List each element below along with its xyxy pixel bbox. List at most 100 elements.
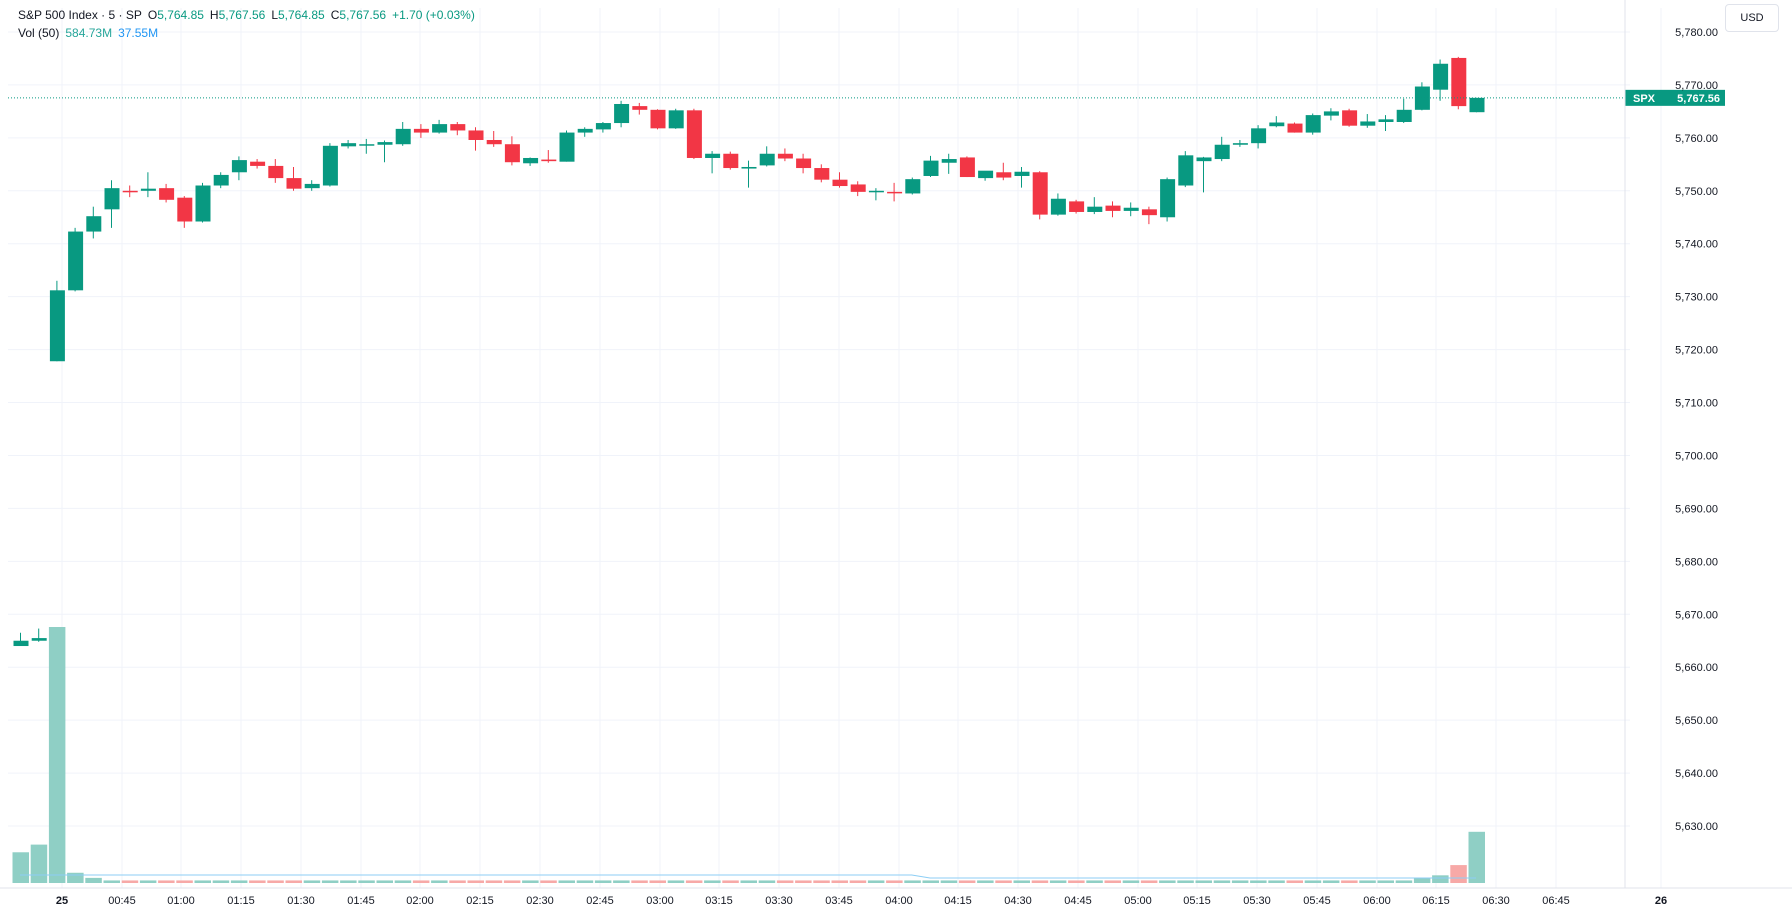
candle <box>668 108 684 129</box>
candle <box>68 227 84 292</box>
candle <box>1360 114 1376 128</box>
price-tick-label: 5,720.00 <box>1675 345 1718 357</box>
volume-bar <box>1195 880 1212 883</box>
candle-body <box>450 124 466 131</box>
volume-bar <box>176 880 193 883</box>
candle <box>49 280 65 362</box>
price-tick-label: 5,730.00 <box>1675 292 1718 304</box>
open-value: 5,764.85 <box>157 8 204 22</box>
candle-body <box>905 179 921 194</box>
volume-bar <box>267 880 284 883</box>
candle-body <box>1123 207 1139 211</box>
time-tick-label: 02:15 <box>466 895 494 907</box>
candle <box>1232 139 1248 147</box>
candle-body <box>923 160 939 176</box>
volume-bar <box>358 880 375 883</box>
candle-body <box>541 159 557 162</box>
change-value: +1.70 (+0.03%) <box>392 8 475 22</box>
candle <box>1269 116 1285 128</box>
high-label: H <box>209 8 219 22</box>
close-value: 5,767.56 <box>339 8 387 22</box>
candles <box>13 56 1485 647</box>
candle <box>450 121 466 136</box>
currency-button[interactable]: USD <box>1725 4 1779 32</box>
volume-bar <box>613 880 630 883</box>
volume-bar <box>1086 880 1103 883</box>
price-tick-label: 5,740.00 <box>1675 239 1718 251</box>
volume-bar <box>1395 880 1413 883</box>
candle <box>268 159 284 183</box>
volume-bar <box>867 880 885 883</box>
candle-body <box>13 640 29 647</box>
volume-bar <box>139 880 157 883</box>
candle <box>1069 199 1085 214</box>
volume-bar <box>904 880 921 883</box>
volume-bar <box>121 880 139 883</box>
candle <box>195 182 211 223</box>
volume-bar <box>1159 880 1176 883</box>
candle <box>650 109 666 130</box>
candle <box>1087 197 1103 215</box>
volume-bar <box>1231 880 1249 883</box>
volume-bar <box>1468 831 1485 883</box>
volume-bar <box>1213 880 1231 883</box>
price-tick-label: 5,660.00 <box>1675 662 1718 674</box>
price-tick-label: 5,670.00 <box>1675 609 1718 621</box>
candle-body <box>650 109 666 129</box>
candle-body <box>686 110 702 158</box>
volume-bar <box>503 880 521 883</box>
time-tick-label: 05:15 <box>1183 895 1211 907</box>
volume-bar <box>1268 880 1285 883</box>
candle-body <box>322 145 338 186</box>
candle-body <box>1342 110 1358 126</box>
candle <box>595 121 611 133</box>
volume-bar <box>813 880 830 883</box>
candle <box>814 164 830 183</box>
candle-body <box>559 132 575 162</box>
candle <box>1451 56 1467 110</box>
volume-bar <box>321 880 339 883</box>
volume-bar <box>303 880 321 883</box>
volume-bar <box>977 880 994 883</box>
symbol-label[interactable]: S&P 500 Index · 5 · SP <box>18 8 142 22</box>
candle-body <box>1287 123 1303 133</box>
volume-label[interactable]: Vol (50) <box>18 26 60 40</box>
time-axis: 25 00:45 01:00 01:15 01:30 01:45 02:00 02:15 02:… <box>0 887 1792 907</box>
volume-bar <box>485 880 503 883</box>
candle <box>632 102 648 115</box>
time-tick-label: 04:00 <box>885 895 913 907</box>
volume-bar <box>48 627 66 883</box>
candle <box>1050 193 1066 216</box>
candle <box>1160 177 1176 222</box>
price-tag-symbol-box <box>1625 89 1663 106</box>
candle-body <box>86 216 102 232</box>
time-tick-label: 04:45 <box>1064 895 1092 907</box>
close-label: C <box>330 8 340 22</box>
candle <box>122 185 138 198</box>
volume-bar <box>922 880 939 883</box>
candle-body <box>341 143 357 147</box>
time-tick-label: 04:30 <box>1004 895 1032 907</box>
candle-body <box>1160 179 1176 218</box>
price-tick-label: 5,750.00 <box>1675 186 1718 198</box>
volume-bar <box>1432 875 1449 883</box>
candle <box>341 139 357 149</box>
candle <box>577 127 593 137</box>
volume-bar <box>1031 880 1049 883</box>
volume-bar <box>1322 880 1340 883</box>
candle <box>177 196 193 228</box>
volume-bar <box>412 880 430 883</box>
time-tick-label: 03:15 <box>705 895 733 907</box>
time-tick-label: 06:45 <box>1542 895 1570 907</box>
volume-bar <box>103 880 120 883</box>
volume-ma-value: 37.55M <box>118 26 159 40</box>
volume-bar <box>230 880 248 883</box>
time-tick-label: 01:00 <box>167 895 195 907</box>
candle-body <box>213 174 229 186</box>
volume-bar <box>958 880 976 883</box>
time-tick-label: 02:30 <box>526 895 554 907</box>
candle-body <box>1141 209 1157 216</box>
candle <box>741 160 757 188</box>
candle <box>1251 125 1267 149</box>
